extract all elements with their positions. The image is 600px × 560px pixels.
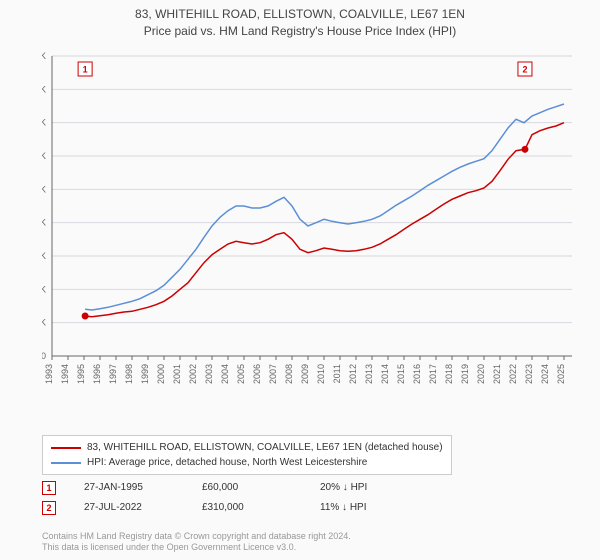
annotation-date: 27-JAN-1995 xyxy=(84,478,174,498)
y-tick-label: £50K xyxy=(42,318,46,328)
x-tick-label: 2009 xyxy=(300,364,310,384)
chart-container: 83, WHITEHILL ROAD, ELLISTOWN, COALVILLE… xyxy=(0,0,600,560)
x-tick-label: 1999 xyxy=(140,364,150,384)
y-tick-label: £100K xyxy=(42,284,46,294)
y-tick-label: £200K xyxy=(42,218,46,228)
footer-line-1: Contains HM Land Registry data © Crown c… xyxy=(42,531,351,543)
annotation-marker: 2 xyxy=(42,501,56,515)
x-tick-label: 2015 xyxy=(396,364,406,384)
marker-dot xyxy=(521,146,528,153)
annotation-price: £60,000 xyxy=(202,478,292,498)
x-tick-label: 1995 xyxy=(76,364,86,384)
x-tick-label: 2016 xyxy=(412,364,422,384)
series-hpi xyxy=(85,104,564,310)
annotation-delta: 11% ↓ HPI xyxy=(320,498,410,518)
y-tick-label: £300K xyxy=(42,151,46,161)
x-tick-label: 2012 xyxy=(348,364,358,384)
x-tick-label: 2019 xyxy=(460,364,470,384)
legend-swatch xyxy=(51,447,81,449)
legend-row: 83, WHITEHILL ROAD, ELLISTOWN, COALVILLE… xyxy=(51,440,443,455)
x-tick-label: 2006 xyxy=(252,364,262,384)
x-tick-label: 2002 xyxy=(188,364,198,384)
price-annotations: 1 27-JAN-1995 £60,000 20% ↓ HPI 2 27-JUL-2022… xyxy=(42,478,410,518)
x-tick-label: 2023 xyxy=(524,364,534,384)
chart-title: 83, WHITEHILL ROAD, ELLISTOWN, COALVILLE… xyxy=(0,6,600,23)
x-tick-label: 2005 xyxy=(236,364,246,384)
x-tick-label: 2022 xyxy=(508,364,518,384)
marker-flag-num: 1 xyxy=(83,65,88,75)
legend-row: HPI: Average price, detached house, Nort… xyxy=(51,455,443,470)
x-tick-label: 2001 xyxy=(172,364,182,384)
annotation-row: 1 27-JAN-1995 £60,000 20% ↓ HPI xyxy=(42,478,410,498)
x-tick-label: 2025 xyxy=(556,364,566,384)
y-tick-label: £0 xyxy=(42,351,46,361)
x-tick-label: 1994 xyxy=(60,364,70,384)
x-tick-label: 1996 xyxy=(92,364,102,384)
chart-legend: 83, WHITEHILL ROAD, ELLISTOWN, COALVILLE… xyxy=(42,435,452,475)
x-tick-label: 2014 xyxy=(380,364,390,384)
y-tick-label: £450K xyxy=(42,51,46,61)
x-tick-label: 2018 xyxy=(444,364,454,384)
legend-swatch xyxy=(51,462,81,464)
annotation-row: 2 27-JUL-2022 £310,000 11% ↓ HPI xyxy=(42,498,410,518)
x-tick-label: 2011 xyxy=(332,364,342,383)
chart-plot-area: £0 £50K £100K £150K £200K £250K £300K £350K £400… xyxy=(42,48,586,398)
marker-flag-num: 2 xyxy=(522,65,527,75)
x-tick-label: 2017 xyxy=(428,364,438,384)
line-chart-svg: £0 £50K £100K £150K £200K £250K £300K £350K £400… xyxy=(42,48,586,398)
x-tick-label: 2010 xyxy=(316,364,326,384)
x-tick-label: 2004 xyxy=(220,364,230,384)
x-tick-label: 1998 xyxy=(124,364,134,384)
footer-line-2: This data is licensed under the Open Gov… xyxy=(42,542,351,554)
x-tick-label: 1993 xyxy=(44,364,54,384)
x-tick-label: 2000 xyxy=(156,364,166,384)
y-tick-label: £350K xyxy=(42,118,46,128)
annotation-delta: 20% ↓ HPI xyxy=(320,478,410,498)
legend-label: 83, WHITEHILL ROAD, ELLISTOWN, COALVILLE… xyxy=(87,440,443,455)
x-tick-label: 2024 xyxy=(540,364,550,384)
chart-subtitle: Price paid vs. HM Land Registry's House … xyxy=(0,23,600,40)
x-tick-label: 1997 xyxy=(108,364,118,384)
annotation-date: 27-JUL-2022 xyxy=(84,498,174,518)
marker-dot xyxy=(82,313,89,320)
footer-attribution: Contains HM Land Registry data © Crown c… xyxy=(42,531,351,554)
y-tick-label: £250K xyxy=(42,184,46,194)
legend-label: HPI: Average price, detached house, Nort… xyxy=(87,455,367,470)
y-tick-label: £400K xyxy=(42,84,46,94)
annotation-marker: 1 xyxy=(42,481,56,495)
x-tick-label: 2021 xyxy=(492,364,502,384)
y-tick-label: £150K xyxy=(42,251,46,261)
x-tick-label: 2003 xyxy=(204,364,214,384)
x-tick-label: 2020 xyxy=(476,364,486,384)
chart-header: 83, WHITEHILL ROAD, ELLISTOWN, COALVILLE… xyxy=(0,0,600,40)
x-tick-label: 2008 xyxy=(284,364,294,384)
x-tick-label: 2013 xyxy=(364,364,374,384)
x-tick-label: 2007 xyxy=(268,364,278,384)
annotation-price: £310,000 xyxy=(202,498,292,518)
